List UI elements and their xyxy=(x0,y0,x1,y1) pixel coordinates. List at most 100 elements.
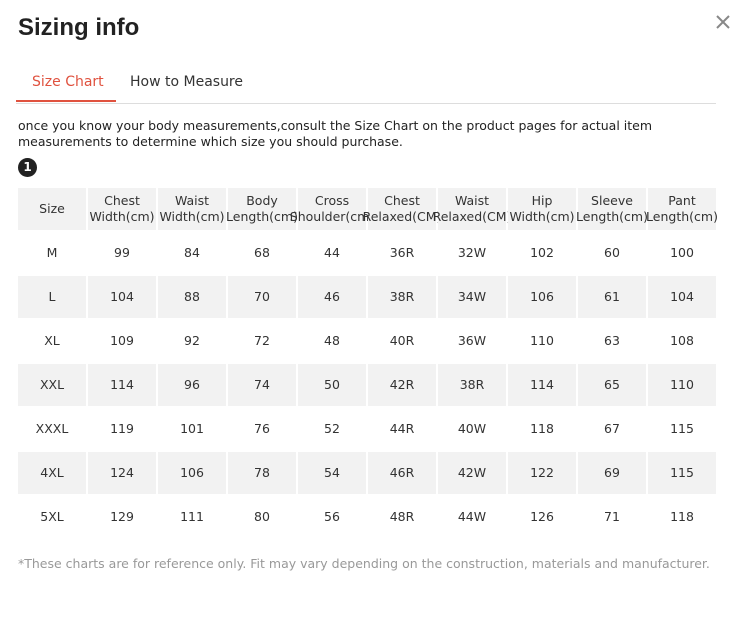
table-cell: 92 xyxy=(158,320,226,362)
table-cell: 99 xyxy=(88,232,156,274)
table-cell: 67 xyxy=(578,408,646,450)
table-cell: 5XL xyxy=(18,496,86,538)
table-cell: 108 xyxy=(648,320,716,362)
table-cell: 71 xyxy=(578,496,646,538)
table-cell: 36W xyxy=(438,320,506,362)
header-cell: Waist Relaxed(CM) xyxy=(433,188,511,230)
table-cell: 48 xyxy=(298,320,366,362)
tab[interactable]: How to Measure xyxy=(130,74,243,90)
table-cell: 104 xyxy=(648,276,716,318)
table-cell: 122 xyxy=(508,452,576,494)
header-text: Size xyxy=(39,201,65,216)
table-cell: 69 xyxy=(578,452,646,494)
table-cell: L xyxy=(18,276,86,318)
close-button[interactable] xyxy=(715,14,731,30)
header-cell: Chest Relaxed(CM) xyxy=(363,188,441,230)
table-cell: 88 xyxy=(158,276,226,318)
header-text: Hip xyxy=(531,193,553,208)
table-cell: 38R xyxy=(368,276,436,318)
table-cell: 118 xyxy=(508,408,576,450)
table-cell: 114 xyxy=(508,364,576,406)
header-text: Chest xyxy=(104,193,140,208)
header-text: Waist xyxy=(454,193,490,208)
table-cell: 42W xyxy=(438,452,506,494)
table-cell: 40W xyxy=(438,408,506,450)
table-cell: 129 xyxy=(88,496,156,538)
header-text: Length(cm) xyxy=(576,209,648,224)
table-cell: 84 xyxy=(158,232,226,274)
table-cell: 44R xyxy=(368,408,436,450)
table-cell: 72 xyxy=(228,320,296,362)
table-cell: 54 xyxy=(298,452,366,494)
tab[interactable]: Size Chart xyxy=(32,74,104,90)
table-cell: 50 xyxy=(298,364,366,406)
header-text: Shoulder(cm) xyxy=(289,209,375,224)
title: Sizing info xyxy=(18,14,140,41)
description: measurements to determine which size you… xyxy=(18,134,403,149)
table-cell: 63 xyxy=(578,320,646,362)
table-cell: 36R xyxy=(368,232,436,274)
table-cell: 101 xyxy=(158,408,226,450)
table-cell: 56 xyxy=(298,496,366,538)
header-text: Length(cm) xyxy=(646,209,718,224)
table-cell: 110 xyxy=(508,320,576,362)
header-text: Length(cm) xyxy=(226,209,298,224)
table-cell: 44W xyxy=(438,496,506,538)
header-text: Relaxed(CM) xyxy=(362,209,442,224)
table-cell: 44 xyxy=(298,232,366,274)
header-cell: Chest Width(cm) xyxy=(88,188,156,230)
header-cell: Size xyxy=(18,188,86,230)
table-cell: 46R xyxy=(368,452,436,494)
header-text: Width(cm) xyxy=(89,209,155,224)
table-cell: 42R xyxy=(368,364,436,406)
table-cell: 109 xyxy=(88,320,156,362)
footnote: *These charts are for reference only. Fi… xyxy=(18,556,710,571)
table-cell: 111 xyxy=(158,496,226,538)
header-text: Waist xyxy=(174,193,210,208)
table-cell: 96 xyxy=(158,364,226,406)
table-cell: 61 xyxy=(578,276,646,318)
table-cell: 110 xyxy=(648,364,716,406)
table-cell: 32W xyxy=(438,232,506,274)
table-cell: 115 xyxy=(648,452,716,494)
table-cell: 100 xyxy=(648,232,716,274)
header-text: Chest xyxy=(384,193,420,208)
table-cell: 118 xyxy=(648,496,716,538)
description: once you know your body measurements,con… xyxy=(18,118,653,133)
table-cell: XL xyxy=(18,320,86,362)
header-cell: Waist Width(cm) xyxy=(158,188,226,230)
table-cell: 60 xyxy=(578,232,646,274)
header-text: Sleeve xyxy=(591,193,633,208)
table-cell: 106 xyxy=(508,276,576,318)
table-cell: 115 xyxy=(648,408,716,450)
table-cell: 38R xyxy=(438,364,506,406)
table-cell: 46 xyxy=(298,276,366,318)
table-cell: 52 xyxy=(298,408,366,450)
table-cell: 126 xyxy=(508,496,576,538)
table-cell: 104 xyxy=(88,276,156,318)
header-cell: Body Length(cm) xyxy=(226,188,298,230)
header-text: Width(cm) xyxy=(159,209,225,224)
table-cell: 40R xyxy=(368,320,436,362)
table-cell: 119 xyxy=(88,408,156,450)
table-cell: 114 xyxy=(88,364,156,406)
header-text: Relaxed(CM) xyxy=(432,209,512,224)
table-cell: 102 xyxy=(508,232,576,274)
table-cell: 70 xyxy=(228,276,296,318)
table-cell: 4XL xyxy=(18,452,86,494)
table-cell: 74 xyxy=(228,364,296,406)
table-cell: 80 xyxy=(228,496,296,538)
header-cell: Cross Shoulder(cm) xyxy=(290,188,374,230)
header-text: Pant xyxy=(668,193,696,208)
table-cell: M xyxy=(18,232,86,274)
table-cell: 68 xyxy=(228,232,296,274)
header-cell: Hip Width(cm) xyxy=(508,188,576,230)
table-cell: 106 xyxy=(158,452,226,494)
table-cell: 124 xyxy=(88,452,156,494)
table-cell: 48R xyxy=(368,496,436,538)
table-cell: 34W xyxy=(438,276,506,318)
table-cell: 65 xyxy=(578,364,646,406)
tab-bar: Size Chart How to Measure xyxy=(16,70,716,104)
table-cell: 76 xyxy=(228,408,296,450)
